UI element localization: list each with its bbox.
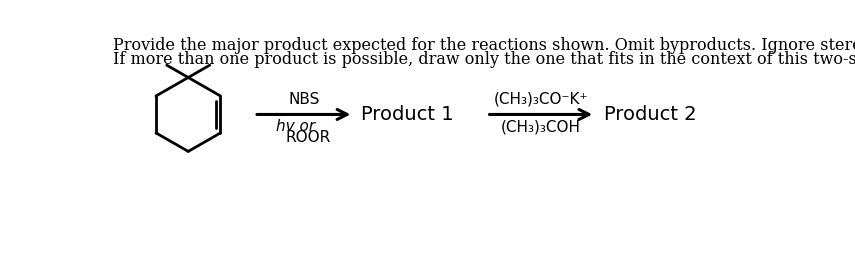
Text: Product 2: Product 2	[604, 105, 697, 124]
Text: (CH₃)₃CO⁻K⁺: (CH₃)₃CO⁻K⁺	[493, 92, 588, 107]
Text: NBS: NBS	[288, 92, 320, 107]
Text: Provide the major product expected for the reactions shown. Omit byproducts. Ign: Provide the major product expected for t…	[113, 38, 855, 54]
Text: If more than one product is possible, draw only the one that fits in the context: If more than one product is possible, dr…	[113, 51, 855, 67]
Text: Product 1: Product 1	[361, 105, 454, 124]
Text: ROOR: ROOR	[286, 130, 331, 145]
Text: (CH₃)₃COH: (CH₃)₃COH	[501, 119, 581, 134]
Text: hv or: hv or	[276, 119, 315, 134]
